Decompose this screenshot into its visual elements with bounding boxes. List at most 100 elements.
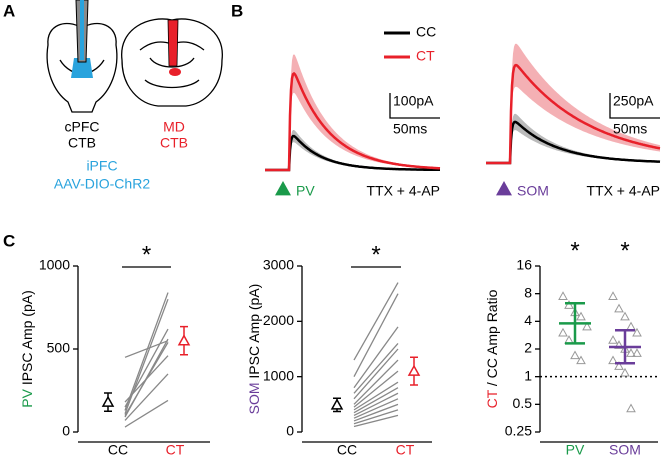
trace	[265, 134, 440, 172]
y-tick-label: 0.25	[505, 423, 532, 439]
pair-line	[353, 326, 399, 389]
point	[564, 300, 574, 309]
y-axis-label: CT / CC Amp Ratio	[484, 289, 500, 408]
point	[620, 311, 630, 321]
pipette-dye	[80, 0, 84, 60]
y-axis-label-text: IPSC Amp (pA)	[19, 290, 35, 385]
y-axis-label-prefix: PV	[19, 388, 35, 407]
pair-line	[124, 373, 169, 421]
point	[608, 291, 618, 300]
pair-line	[124, 399, 169, 428]
panel-label: B	[231, 1, 243, 20]
injection-label: AAV-DIO-ChR2	[54, 176, 150, 192]
x-tick-label: CC	[108, 442, 128, 458]
y-tick-label: 1000	[39, 257, 70, 273]
stim-label: SOM	[517, 183, 549, 199]
y-tick-label: 0.5	[513, 395, 533, 411]
pair-line	[353, 343, 399, 394]
brain-label: MD	[163, 119, 185, 135]
condition-label: TTX + 4-AP	[366, 183, 440, 199]
injection-site	[71, 58, 93, 78]
panel-label: C	[3, 231, 15, 250]
stim-label: PV	[296, 183, 315, 199]
y-axis-label-text: IPSC Amp (pA)	[246, 284, 262, 379]
x-tick-label: CT	[396, 442, 415, 458]
point	[558, 291, 568, 300]
injection-label: iPFC	[86, 158, 117, 174]
mean-marker	[407, 364, 421, 376]
x-tick-label: PV	[566, 442, 585, 458]
y-tick-label: 0	[62, 423, 70, 439]
pair-line	[353, 359, 399, 405]
point	[614, 340, 624, 349]
point	[626, 348, 636, 357]
pair-line	[353, 381, 399, 411]
point	[582, 321, 592, 331]
scale-label: 50ms	[393, 121, 427, 137]
pair-line	[353, 282, 399, 361]
pair-line	[353, 414, 399, 428]
trace	[265, 71, 441, 172]
x-tick-label: CC	[337, 442, 357, 458]
y-tick-label: 500	[47, 340, 71, 356]
panel-label: A	[3, 1, 15, 20]
brain-label: CTB	[160, 135, 188, 151]
scale-label: 100pA	[393, 93, 434, 109]
trace-band	[486, 43, 660, 163]
pair-line	[124, 340, 169, 358]
pair-line	[353, 403, 399, 422]
stim-marker	[496, 181, 512, 196]
y-axis-label: SOM IPSC Amp (pA)	[246, 284, 262, 415]
point	[570, 350, 580, 360]
y-tick-label: 8	[524, 284, 532, 300]
y-tick-label: 1	[524, 367, 532, 383]
trace	[486, 120, 661, 165]
mean-marker	[101, 395, 115, 407]
significance: *	[620, 237, 629, 264]
brain-label: cPFC	[65, 119, 100, 135]
y-tick-label: 3000	[263, 257, 294, 273]
y-axis-label-text: / CC Amp Ratio	[484, 289, 500, 386]
point	[614, 361, 624, 370]
scale-bar	[389, 93, 440, 119]
point	[558, 327, 568, 337]
x-tick-label: SOM	[609, 442, 641, 458]
y-axis-label-prefix: CT	[484, 389, 500, 408]
point	[626, 321, 636, 331]
pair-line	[124, 355, 169, 403]
point	[620, 367, 630, 377]
point	[608, 355, 618, 365]
point	[614, 303, 624, 313]
scale-label: 50ms	[613, 121, 647, 137]
significance: *	[142, 241, 151, 268]
pipette	[167, 19, 179, 67]
pair-line	[353, 348, 399, 400]
y-tick-label: 2000	[263, 312, 294, 328]
pair-line	[353, 392, 399, 416]
pair-line	[353, 387, 399, 414]
point	[576, 355, 586, 365]
pair-line	[353, 370, 399, 408]
x-tick-label: CT	[166, 442, 185, 458]
pair-line	[353, 293, 399, 377]
pair-line	[124, 292, 169, 411]
legend-label: CT	[416, 48, 435, 64]
condition-label: TTX + 4-AP	[586, 183, 660, 199]
mean-marker	[177, 334, 191, 346]
y-axis-label-prefix: SOM	[246, 382, 262, 414]
point	[632, 348, 642, 357]
pair-line	[353, 398, 399, 419]
trace	[486, 63, 661, 165]
point	[632, 327, 642, 337]
stim-marker	[275, 181, 291, 196]
y-tick-label: 2	[524, 340, 532, 356]
y-axis-label: PV IPSC Amp (pA)	[19, 290, 35, 408]
legend-label: CC	[416, 24, 436, 40]
injection-site	[169, 68, 181, 76]
trace-band	[265, 54, 440, 171]
scale-bar	[609, 93, 660, 119]
pair-line	[353, 409, 399, 425]
mean-marker	[330, 398, 344, 410]
